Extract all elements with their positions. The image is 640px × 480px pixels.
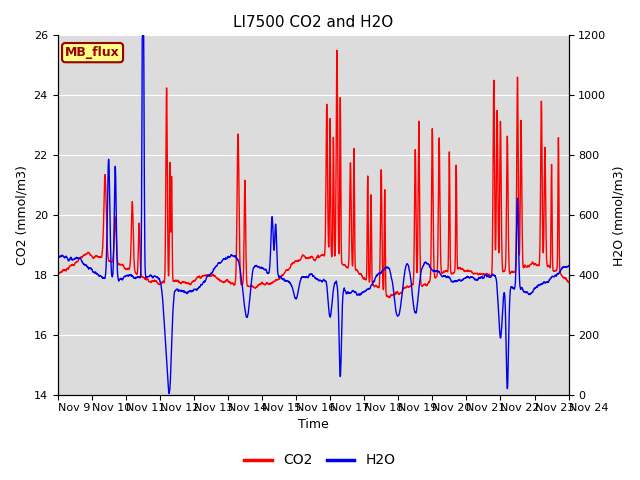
Text: MB_flux: MB_flux	[65, 46, 120, 59]
Y-axis label: CO2 (mmol/m3): CO2 (mmol/m3)	[15, 165, 28, 265]
Y-axis label: H2O (mmol/m3): H2O (mmol/m3)	[612, 165, 625, 265]
Legend: CO2, H2O: CO2, H2O	[239, 448, 401, 473]
X-axis label: Time: Time	[298, 419, 328, 432]
Title: LI7500 CO2 and H2O: LI7500 CO2 and H2O	[233, 15, 393, 30]
